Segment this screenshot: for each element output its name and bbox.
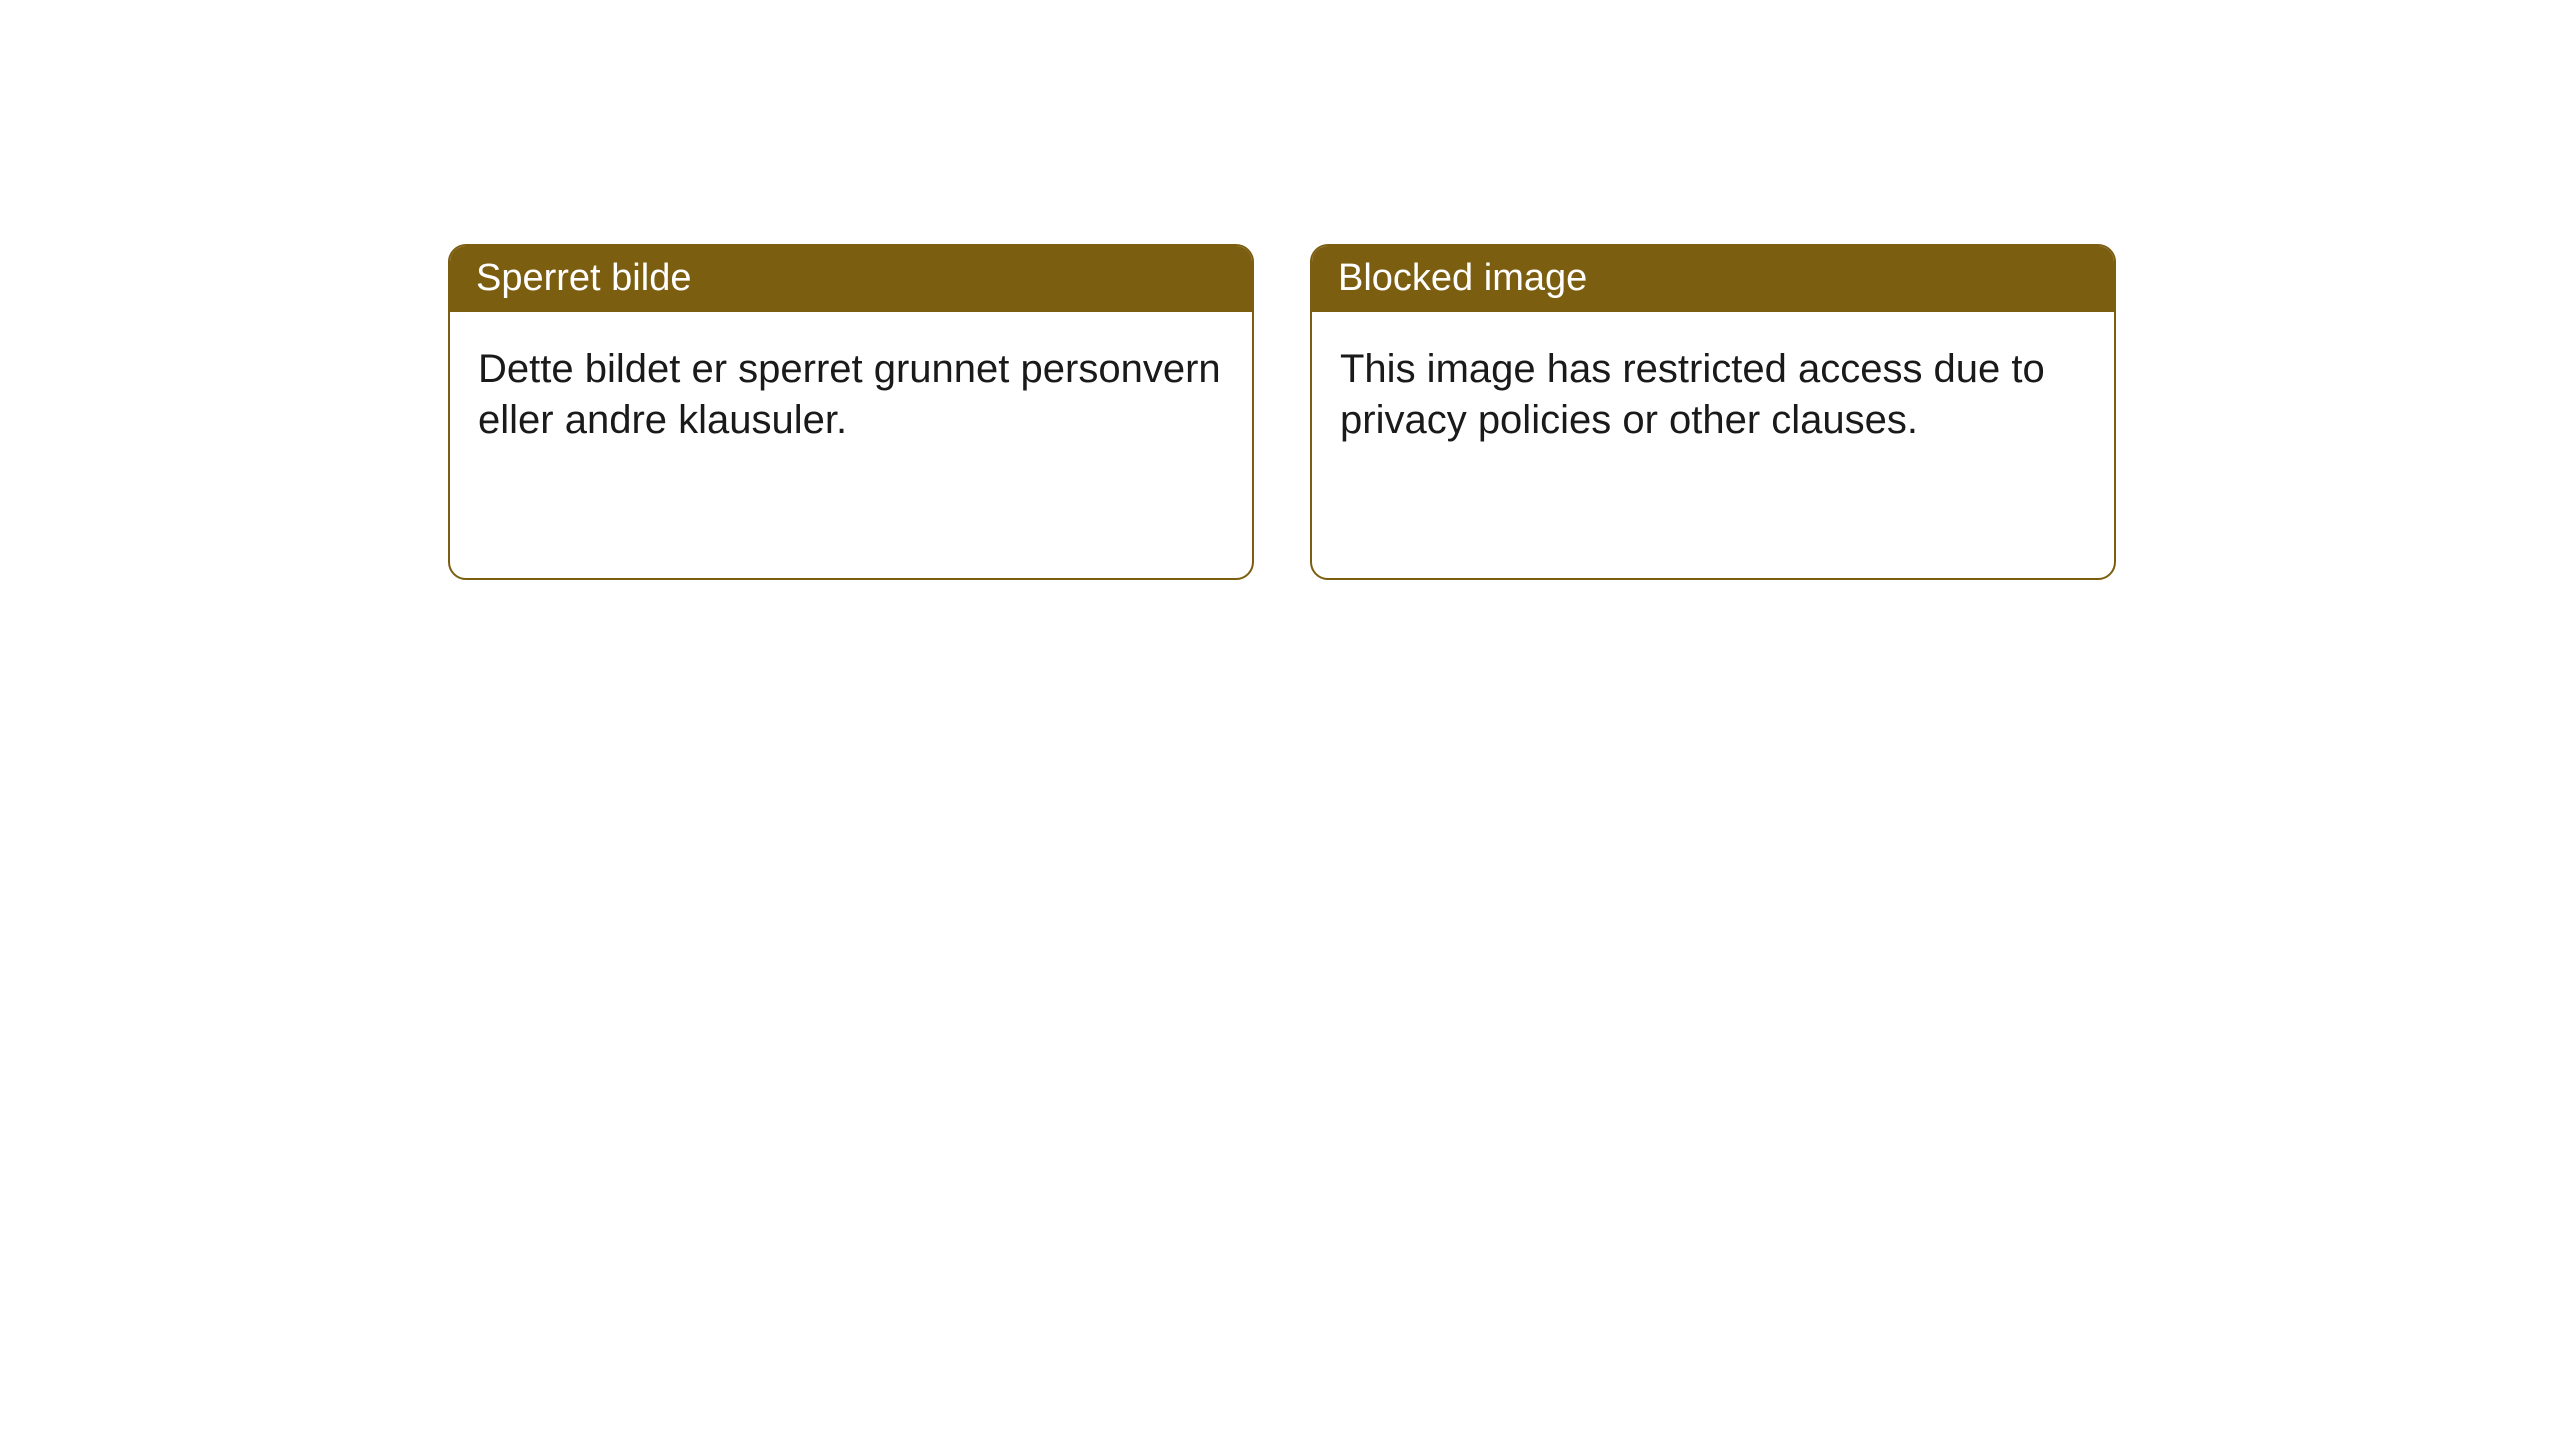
card-title-no: Sperret bilde xyxy=(450,246,1252,312)
notice-cards-container: Sperret bilde Dette bildet er sperret gr… xyxy=(0,0,2560,580)
blocked-image-card-no: Sperret bilde Dette bildet er sperret gr… xyxy=(448,244,1254,580)
card-body-no: Dette bildet er sperret grunnet personve… xyxy=(450,312,1252,474)
blocked-image-card-en: Blocked image This image has restricted … xyxy=(1310,244,2116,580)
card-body-en: This image has restricted access due to … xyxy=(1312,312,2114,474)
card-title-en: Blocked image xyxy=(1312,246,2114,312)
